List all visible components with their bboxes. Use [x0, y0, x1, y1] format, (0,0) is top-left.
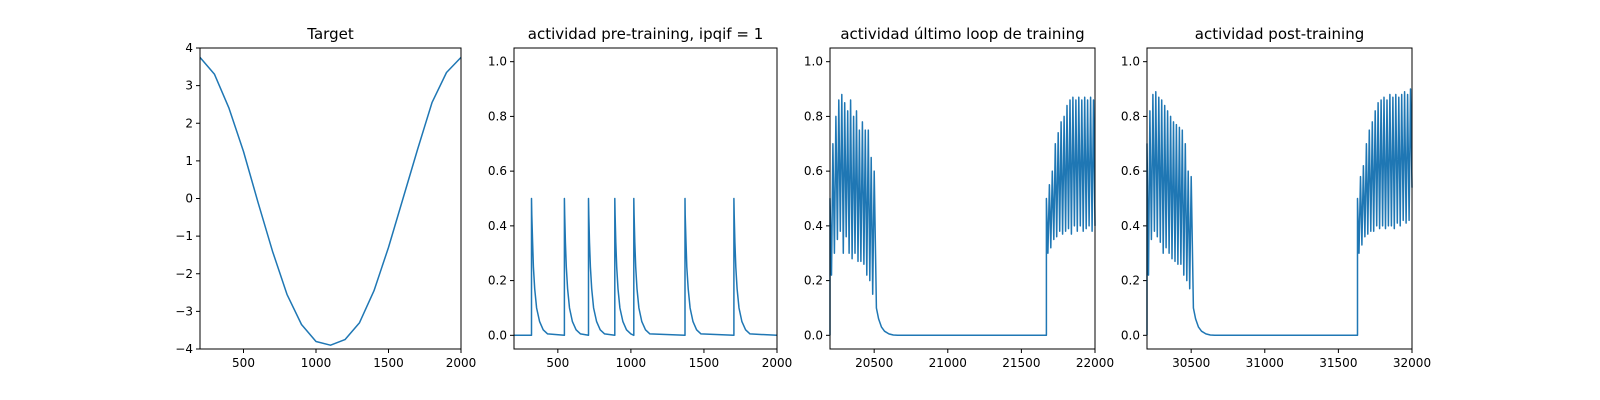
y-tick-label: 0.8 [1121, 109, 1140, 123]
x-tick-label: 20500 [855, 356, 893, 370]
axes-frame [513, 47, 778, 350]
y-tick-label: 0.0 [804, 328, 823, 342]
y-tick-label: −1 [175, 229, 193, 243]
x-tick-label: 31000 [1246, 356, 1284, 370]
y-tick-label: 0.8 [804, 109, 823, 123]
subplot-post-training: actividad post-training 30500 31000 31500 3… [1121, 25, 1431, 370]
x-tick-label: 1500 [689, 356, 720, 370]
subplot-title: actividad pre-training, ipqif = 1 [528, 25, 764, 43]
axis-ticks: 500 1000 1500 2000 0.0 0.2 0.4 0.6 0.8 1.0 [488, 55, 792, 370]
y-tick-label: 0.8 [488, 109, 507, 123]
y-tick-label: 0.4 [1121, 219, 1140, 233]
plot-area [829, 93, 1096, 337]
x-tick-label: 1000 [301, 356, 332, 370]
plot-area [1146, 88, 1413, 337]
axis-ticks: 30500 31000 31500 32000 0.0 0.2 0.4 0.6 0.8 1.0 [1121, 55, 1431, 370]
y-tick-label: −3 [175, 304, 193, 318]
x-tick-label: 1500 [373, 356, 404, 370]
x-tick-label: 21000 [929, 356, 967, 370]
y-tick-label: −4 [175, 342, 193, 356]
y-tick-label: 3 [185, 79, 193, 93]
subplot-last-training-loop: actividad último loop de training 20500 2… [804, 25, 1114, 370]
y-tick-label: 0.2 [1121, 274, 1140, 288]
y-tick-label: 0.2 [488, 274, 507, 288]
y-tick-label: 1.0 [488, 55, 507, 69]
subplot-title: actividad último loop de training [840, 25, 1084, 43]
x-tick-label: 500 [232, 356, 255, 370]
y-tick-label: 0 [185, 192, 193, 206]
subplot-title: Target [306, 25, 354, 43]
x-tick-label: 2000 [762, 356, 793, 370]
axes-frame [1146, 47, 1413, 350]
plot-area [514, 197, 778, 337]
y-tick-label: 1.0 [1121, 55, 1140, 69]
y-tick-label: 0.0 [488, 328, 507, 342]
subplot-pre-training: actividad pre-training, ipqif = 1 500 100… [488, 25, 792, 370]
x-tick-label: 500 [546, 356, 569, 370]
axes-frame [199, 47, 462, 350]
y-tick-label: 2 [185, 116, 193, 130]
x-tick-label: 32000 [1393, 356, 1431, 370]
axes-frame [829, 47, 1096, 350]
x-tick-label: 2000 [446, 356, 477, 370]
y-tick-label: 0.4 [804, 219, 823, 233]
x-tick-label: 22000 [1076, 356, 1114, 370]
series-line [514, 197, 778, 337]
series-line [829, 93, 1096, 337]
axis-ticks: 20500 21000 21500 22000 0.0 0.2 0.4 0.6 0.8 1.0 [804, 55, 1114, 370]
series-line [199, 56, 462, 346]
plot-area [199, 56, 462, 346]
y-tick-label: 0.4 [488, 219, 507, 233]
subplot-target: Target 500 1000 1500 2000 −4 −3 −2 −1 0 1 2 3 4 [175, 25, 476, 370]
y-tick-label: 4 [185, 41, 193, 55]
series-line [1146, 88, 1413, 337]
y-tick-label: 1.0 [804, 55, 823, 69]
y-tick-label: 0.6 [804, 164, 823, 178]
y-tick-label: 1 [185, 154, 193, 168]
x-tick-label: 30500 [1172, 356, 1210, 370]
x-tick-label: 1000 [616, 356, 647, 370]
x-tick-label: 31500 [1319, 356, 1357, 370]
y-tick-label: −2 [175, 267, 193, 281]
y-tick-label: 0.2 [804, 274, 823, 288]
axis-ticks: 500 1000 1500 2000 −4 −3 −2 −1 0 1 2 3 4 [175, 41, 476, 370]
y-tick-label: 0.6 [488, 164, 507, 178]
y-tick-label: 0.0 [1121, 328, 1140, 342]
subplot-title: actividad post-training [1195, 25, 1364, 43]
x-tick-label: 21500 [1002, 356, 1040, 370]
y-tick-label: 0.6 [1121, 164, 1140, 178]
